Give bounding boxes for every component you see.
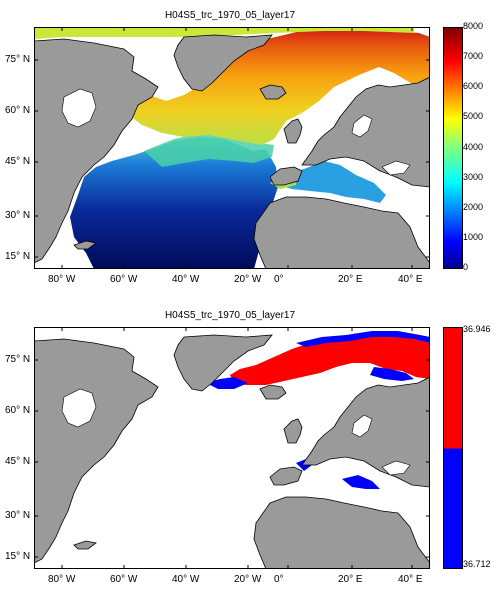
x-tick-label: 40° W — [172, 574, 200, 585]
bottom-y-ticks — [34, 359, 430, 558]
colorbar-tick-label: 1000 — [463, 231, 484, 242]
y-tick-label: 75° N — [5, 54, 31, 65]
bottom-colorbar-bottom-label: 36.712 — [463, 559, 491, 569]
baltic-sea — [351, 114, 373, 138]
top-colorbar-gradient — [443, 27, 463, 269]
x-tick-label: 40° W — [172, 274, 200, 285]
landmass-iberia — [269, 166, 303, 186]
bottom-colorbar-top-label: 36.946 — [463, 324, 491, 334]
y-tick-label: 15° N — [5, 551, 31, 562]
x-tick-label: 60° W — [110, 274, 138, 285]
bottom-colorbar — [443, 327, 463, 569]
x-tick-label: 40° E — [398, 274, 423, 285]
landmass-group — [34, 34, 430, 269]
colorbar-tick-label: 0 — [463, 262, 469, 272]
top-colorbar — [443, 27, 463, 269]
baltic-sea — [351, 414, 373, 438]
top-chart-title: H04S5_trc_1970_05_layer17 — [164, 10, 296, 21]
landmass-iceland — [259, 384, 287, 400]
x-tick-label: 80° W — [48, 274, 76, 285]
landmass-greenland — [173, 34, 273, 92]
top-panel: H04S5_trc_1970_05_layer17 — [5, 10, 484, 285]
colorbar-tick-label: 5000 — [463, 111, 484, 122]
top-map — [34, 27, 430, 269]
bottom-colorbar-frame — [443, 327, 463, 569]
colorbar-tick-label: 3000 — [463, 171, 484, 182]
black-sea — [381, 160, 411, 176]
bottom-colorbar-low — [443, 448, 463, 569]
tracer-field-cold — [70, 137, 278, 269]
bottom-chart-title: H04S5_trc_1970_05_layer17 — [164, 310, 296, 321]
top-map-frame — [34, 27, 430, 269]
salinity-low-fringe-east — [370, 367, 414, 381]
y-tick-label: 45° N — [5, 456, 31, 467]
x-tick-label: 0° — [274, 274, 284, 285]
x-tick-label: 20° E — [338, 274, 363, 285]
bottom-map — [34, 327, 430, 569]
bottom-panel: H04S5_trc_1970_05_layer17 — [0, 300, 500, 600]
x-tick-label: 0° — [274, 574, 284, 585]
landmass-iberia — [269, 466, 303, 486]
y-tick-label: 15° N — [5, 251, 31, 262]
x-tick-label: 20° E — [338, 574, 363, 585]
x-tick-label: 40° E — [398, 574, 423, 585]
landmass-north-america — [34, 38, 159, 264]
landmass-africa — [253, 196, 430, 269]
x-tick-label: 80° W — [48, 574, 76, 585]
salinity-high-patch — [230, 333, 430, 385]
y-tick-label: 60° N — [5, 405, 31, 416]
salinity-low-fringe-north — [296, 331, 430, 347]
landmass-group — [34, 334, 430, 569]
landmass-africa — [253, 496, 430, 569]
salinity-low-med-east — [342, 475, 380, 489]
colorbar-tick-label: 2000 — [463, 201, 484, 212]
x-tick-label: 20° W — [234, 274, 262, 285]
colorbar-tick-label: 4000 — [463, 141, 484, 152]
landmass-greenland — [173, 334, 273, 392]
colorbar-tick-label: 7000 — [463, 51, 484, 62]
bottom-map-frame — [34, 327, 430, 569]
hudson-bay — [61, 88, 97, 128]
y-tick-label: 60° N — [5, 105, 31, 116]
top-x-ticks — [61, 27, 413, 269]
x-tick-label: 20° W — [234, 574, 262, 585]
salinity-low-fringe-south — [206, 377, 248, 389]
hudson-bay — [61, 388, 97, 428]
tracer-field-arctic — [34, 27, 414, 39]
landmass-caribbean — [73, 240, 97, 250]
landmass-iceland — [259, 84, 287, 100]
colorbar-tick-label: 8000 — [463, 21, 484, 31]
bottom-x-ticks — [61, 327, 413, 569]
tracer-field-mid — [144, 133, 274, 167]
landmass-north-america — [34, 338, 159, 564]
top-y-ticks — [34, 59, 430, 258]
y-tick-label: 75° N — [5, 354, 31, 365]
y-tick-label: 45° N — [5, 156, 31, 167]
x-tick-label: 60° W — [110, 574, 138, 585]
landmass-british-isles — [283, 418, 303, 444]
colorbar-tick-label: 6000 — [463, 81, 484, 92]
bottom-colorbar-high — [443, 327, 463, 449]
y-tick-label: 30° N — [5, 210, 31, 221]
y-tick-label: 30° N — [5, 510, 31, 521]
salinity-low-patches — [122, 331, 430, 489]
landmass-caribbean — [73, 540, 97, 550]
landmass-british-isles — [283, 118, 303, 144]
black-sea — [381, 460, 411, 476]
